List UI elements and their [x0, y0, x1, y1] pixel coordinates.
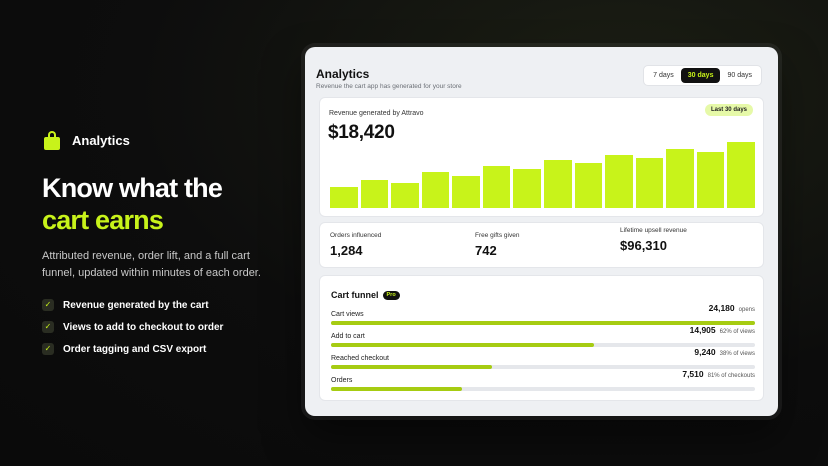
- revenue-bar: [360, 180, 389, 208]
- page-subtitle: Revenue the cart app has generated for y…: [316, 83, 462, 90]
- funnel-count: 14,905: [689, 325, 716, 335]
- stat-value: $96,310: [620, 238, 667, 253]
- feature-list: ✓ Revenue generated by the cart ✓ Views to…: [42, 294, 282, 360]
- stat-value: 1,284: [330, 243, 363, 258]
- range-badge: Last 30 days: [704, 104, 753, 116]
- revenue-value: $18,420: [328, 122, 395, 143]
- funnel-row: Orders 7,510 81% of checkouts: [331, 369, 755, 391]
- funnel-count: 9,240: [694, 347, 716, 357]
- revenue-bar: [544, 160, 572, 208]
- revenue-bar: [452, 175, 480, 208]
- revenue-bar: [574, 163, 603, 208]
- feature-label: Views to add to checkout to order: [63, 321, 224, 333]
- funnel-row: Add to cart 14,905 62% of views: [331, 325, 755, 347]
- pro-badge: Pro: [382, 290, 400, 300]
- check-icon: ✓: [42, 299, 54, 311]
- range-90-days[interactable]: 90 days: [727, 72, 752, 79]
- funnel-row-label: Cart views: [331, 311, 364, 318]
- funnel-fill: [331, 387, 463, 391]
- revenue-bar: [727, 141, 755, 208]
- range-7-days[interactable]: 7 days: [653, 72, 674, 79]
- funnel-track: [331, 365, 755, 369]
- revenue-label: Revenue generated by Attravo: [329, 110, 424, 117]
- shopping-bag-icon: [42, 130, 62, 150]
- stat-label: Lifetime upsell revenue: [620, 227, 687, 234]
- funnel-fill: [331, 365, 493, 369]
- funnel-row-count: 7,510 81% of checkouts: [682, 369, 755, 379]
- funnel-fill: [331, 343, 594, 347]
- stat-free-gifts: Free gifts given 742: [475, 232, 519, 258]
- funnel-fill: [331, 321, 755, 325]
- revenue-card: Revenue generated by Attravo $18,420 Las…: [319, 97, 764, 217]
- funnel-row-label: Reached checkout: [331, 355, 389, 362]
- stat-orders-influenced: Orders influenced 1,284: [330, 232, 381, 258]
- funnel-row-count: 14,905 62% of views: [690, 325, 755, 335]
- funnel-title-label: Cart funnel: [331, 290, 379, 300]
- funnel-note: 81% of checkouts: [707, 373, 755, 379]
- funnel-title: Cart funnel Pro: [331, 290, 400, 300]
- headline-line-2: cart earns: [42, 205, 164, 235]
- stat-lifetime-upsell: Lifetime upsell revenue $96,310: [620, 227, 687, 253]
- revenue-bar-chart: [330, 138, 755, 208]
- revenue-bar: [605, 154, 633, 208]
- revenue-bar: [330, 187, 358, 208]
- page-title: Analytics: [316, 67, 370, 81]
- feature-item: ✓ Revenue generated by the cart: [42, 294, 282, 316]
- revenue-bar: [635, 157, 664, 208]
- feature-item: ✓ Views to add to checkout to order: [42, 316, 282, 338]
- funnel-note: opens: [738, 307, 755, 313]
- range-selector: 7 days 30 days 90 days: [643, 65, 762, 86]
- brand: Analytics: [42, 130, 282, 150]
- check-icon: ✓: [42, 343, 54, 355]
- funnel-count: 7,510: [682, 369, 704, 379]
- funnel-row: Reached checkout 9,240 38% of views: [331, 347, 755, 369]
- stat-value: 742: [475, 243, 497, 258]
- brand-label: Analytics: [72, 132, 130, 148]
- funnel-note: 38% of views: [719, 351, 755, 357]
- funnel-track: [331, 343, 755, 347]
- revenue-bar: [421, 171, 450, 208]
- funnel-row-label: Orders: [331, 377, 353, 384]
- headline-line-1: Know what the: [42, 173, 223, 203]
- revenue-bar: [391, 182, 419, 208]
- funnel-card: Cart funnel Pro Cart views 24,180 opens Add…: [319, 275, 764, 401]
- hero-section: Analytics Know what the cart earns Attri…: [42, 130, 282, 360]
- feature-label: Order tagging and CSV export: [63, 343, 207, 355]
- stat-label: Free gifts given: [475, 232, 520, 239]
- feature-item: ✓ Order tagging and CSV export: [42, 338, 282, 360]
- funnel-track: [331, 321, 755, 325]
- hero-subtitle: Attributed revenue, order lift, and a fu…: [42, 250, 261, 279]
- stat-label: Orders influenced: [330, 232, 382, 239]
- revenue-bar: [666, 148, 694, 208]
- revenue-bar: [513, 168, 541, 208]
- funnel-note: 62% of views: [719, 329, 755, 335]
- funnel-track: [331, 387, 755, 391]
- analytics-window: Analytics Revenue the cart app has gener…: [305, 47, 778, 416]
- window-header: Analytics Revenue the cart app has gener…: [316, 67, 462, 90]
- headline: Know what the cart earns: [42, 172, 282, 236]
- feature-label: Revenue generated by the cart: [63, 299, 209, 311]
- funnel-row: Cart views 24,180 opens: [331, 303, 755, 325]
- funnel-row-label: Add to cart: [331, 333, 365, 340]
- check-icon: ✓: [42, 321, 54, 333]
- revenue-bar: [696, 152, 725, 208]
- funnel-row-count: 9,240 38% of views: [694, 347, 755, 357]
- stats-card: Orders influenced 1,284 Free gifts given…: [319, 222, 764, 268]
- range-30-days[interactable]: 30 days: [680, 68, 721, 83]
- funnel-count: 24,180: [708, 303, 735, 313]
- revenue-bar: [482, 166, 511, 208]
- funnel-row-count: 24,180 opens: [709, 303, 755, 313]
